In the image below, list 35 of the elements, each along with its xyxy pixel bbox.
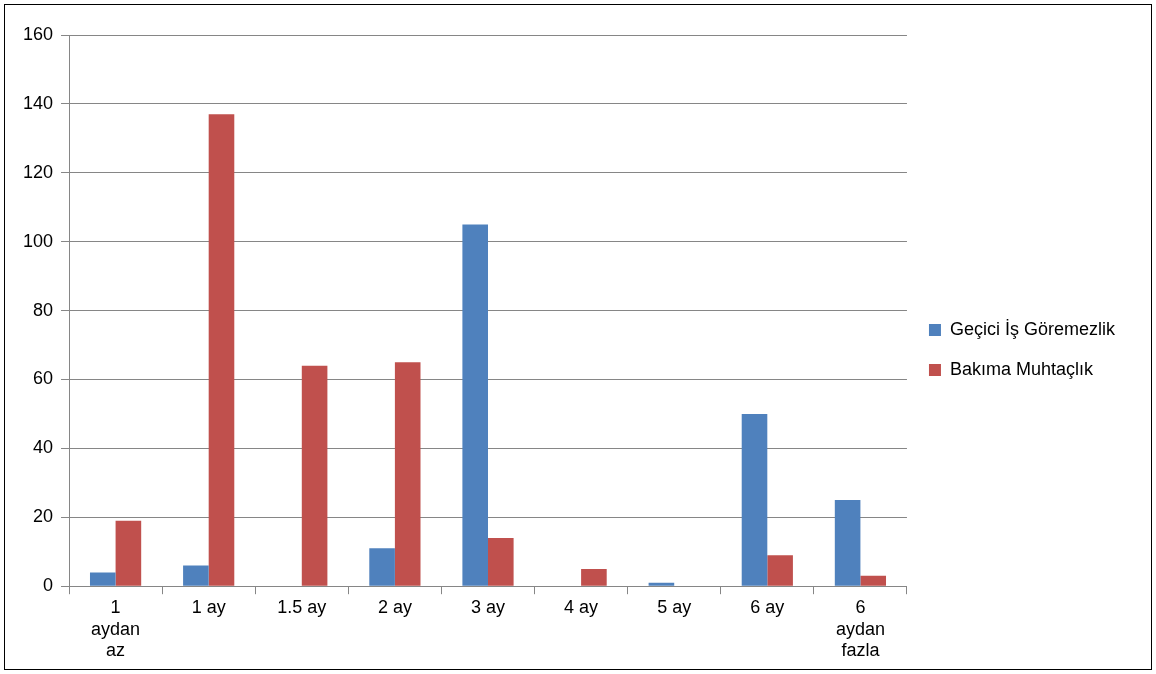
y-tick-label: 140 <box>22 92 54 113</box>
bar <box>301 365 328 586</box>
x-tick-label: 3 ay <box>470 596 506 617</box>
y-tick-label: 0 <box>43 575 54 596</box>
x-tick-label: 2 ay <box>377 596 412 617</box>
y-tick-label: 120 <box>22 161 54 182</box>
y-tick-label: 20 <box>33 506 54 527</box>
legend-label: Geçici İş Göremezlik <box>949 318 1116 339</box>
x-tick-label: 6 aydan fazla <box>835 596 885 661</box>
legend-label: Bakıma Muhtaçlık <box>949 358 1095 379</box>
bar <box>767 555 793 586</box>
bar <box>115 520 142 586</box>
bar <box>394 362 421 586</box>
bar <box>648 582 675 586</box>
bar <box>462 224 488 586</box>
y-tick-label: 40 <box>33 437 54 458</box>
x-tick-label: 1 aydan az <box>91 596 141 661</box>
bar <box>89 572 116 586</box>
bar <box>581 568 607 586</box>
bar <box>208 114 235 586</box>
y-tick-label: 160 <box>22 23 54 44</box>
y-tick-label: 80 <box>33 299 54 320</box>
bar <box>834 500 861 586</box>
x-tick-label: 6 ay <box>750 596 785 617</box>
bar <box>183 565 209 586</box>
x-tick-label: 1 ay <box>191 596 226 617</box>
y-tick-label: 100 <box>22 230 54 251</box>
x-tick-label: 1.5 ay <box>277 596 327 617</box>
y-tick-label: 60 <box>33 368 54 389</box>
bar <box>860 575 887 586</box>
bar <box>369 548 395 586</box>
bar <box>741 413 768 586</box>
bar <box>488 537 514 586</box>
x-tick-label: 5 ay <box>657 596 692 617</box>
x-tick-label: 4 ay <box>564 596 599 617</box>
